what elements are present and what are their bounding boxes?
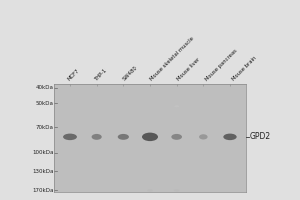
Ellipse shape (174, 105, 179, 107)
Text: 100kDa: 100kDa (32, 150, 53, 155)
Ellipse shape (174, 189, 180, 192)
Ellipse shape (171, 134, 182, 140)
Text: Mouse liver: Mouse liver (177, 57, 202, 82)
Text: SW480: SW480 (122, 65, 139, 82)
Ellipse shape (147, 189, 153, 192)
Ellipse shape (199, 134, 208, 139)
Ellipse shape (63, 134, 77, 140)
Text: GPD2: GPD2 (250, 132, 271, 141)
Text: MCF7: MCF7 (67, 68, 81, 82)
Text: Mouse brain: Mouse brain (232, 56, 258, 82)
Text: 70kDa: 70kDa (35, 125, 53, 130)
Text: Mouse pancreas: Mouse pancreas (204, 48, 238, 82)
Ellipse shape (118, 134, 129, 140)
Text: 130kDa: 130kDa (32, 169, 53, 174)
Text: 40kDa: 40kDa (35, 85, 53, 90)
Ellipse shape (223, 134, 237, 140)
Text: 50kDa: 50kDa (35, 101, 53, 106)
Text: 170kDa: 170kDa (32, 188, 53, 193)
Ellipse shape (92, 134, 102, 140)
Ellipse shape (142, 133, 158, 141)
Text: THP-1: THP-1 (94, 68, 109, 82)
Text: Mouse skeletal muscle: Mouse skeletal muscle (149, 36, 195, 82)
